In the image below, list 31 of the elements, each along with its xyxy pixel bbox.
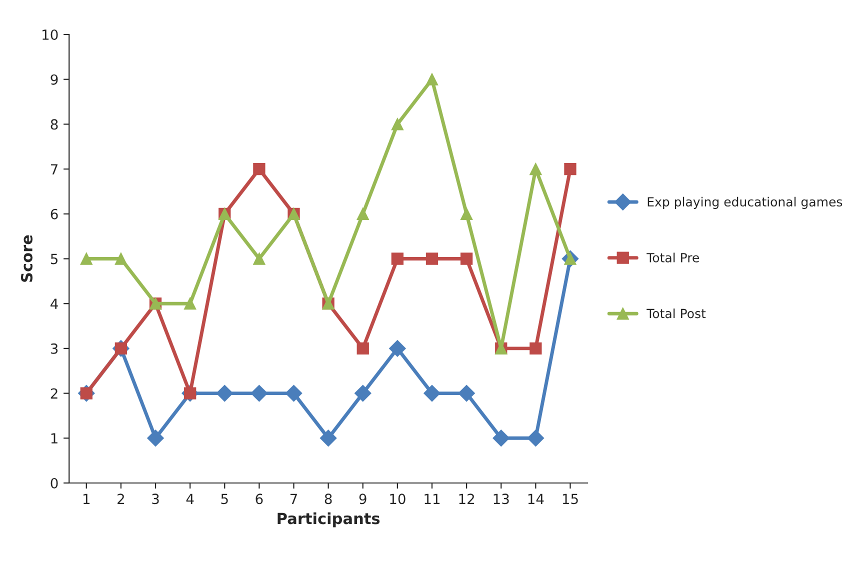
- x-tick-label: 15: [562, 494, 578, 504]
- x-tick-label: 11: [424, 494, 440, 504]
- y-tick-label: 5: [50, 254, 58, 264]
- x-tick-label: 10: [390, 494, 406, 504]
- y-tick-label: 2: [50, 388, 58, 399]
- y-tick-label: 7: [51, 164, 58, 174]
- x-tick-label: 5: [221, 494, 228, 504]
- x-axis-title: Participants: [278, 512, 380, 528]
- x-tick-label: 1: [84, 494, 90, 504]
- y-tick-label: 9: [50, 74, 58, 85]
- y-tick-label: 10: [42, 29, 58, 40]
- legend-label: Total Pre: [646, 252, 700, 262]
- x-tick-label: 9: [359, 494, 366, 504]
- x-tick-label: 3: [152, 494, 159, 504]
- legend-label: Exp playing educational games: [648, 196, 842, 209]
- y-tick-label: 3: [50, 343, 58, 354]
- y-tick-label: 1: [51, 433, 58, 444]
- y-tick-label: 6: [50, 208, 58, 220]
- x-tick-label: 4: [186, 494, 194, 504]
- y-tick-label: 0: [50, 478, 58, 488]
- y-axis-title: Score: [20, 235, 33, 282]
- y-tick-label: 4: [50, 298, 58, 309]
- x-tick-label: 8: [324, 494, 332, 504]
- legend-label: Total Post: [646, 308, 706, 318]
- x-tick-label: 12: [459, 494, 474, 504]
- x-tick-label: 13: [494, 494, 509, 504]
- x-tick-label: 6: [256, 494, 263, 504]
- x-tick-label: 14: [528, 494, 544, 504]
- x-tick-label: 2: [118, 494, 124, 504]
- y-tick-label: 8: [50, 119, 58, 130]
- x-tick-label: 7: [290, 494, 297, 504]
